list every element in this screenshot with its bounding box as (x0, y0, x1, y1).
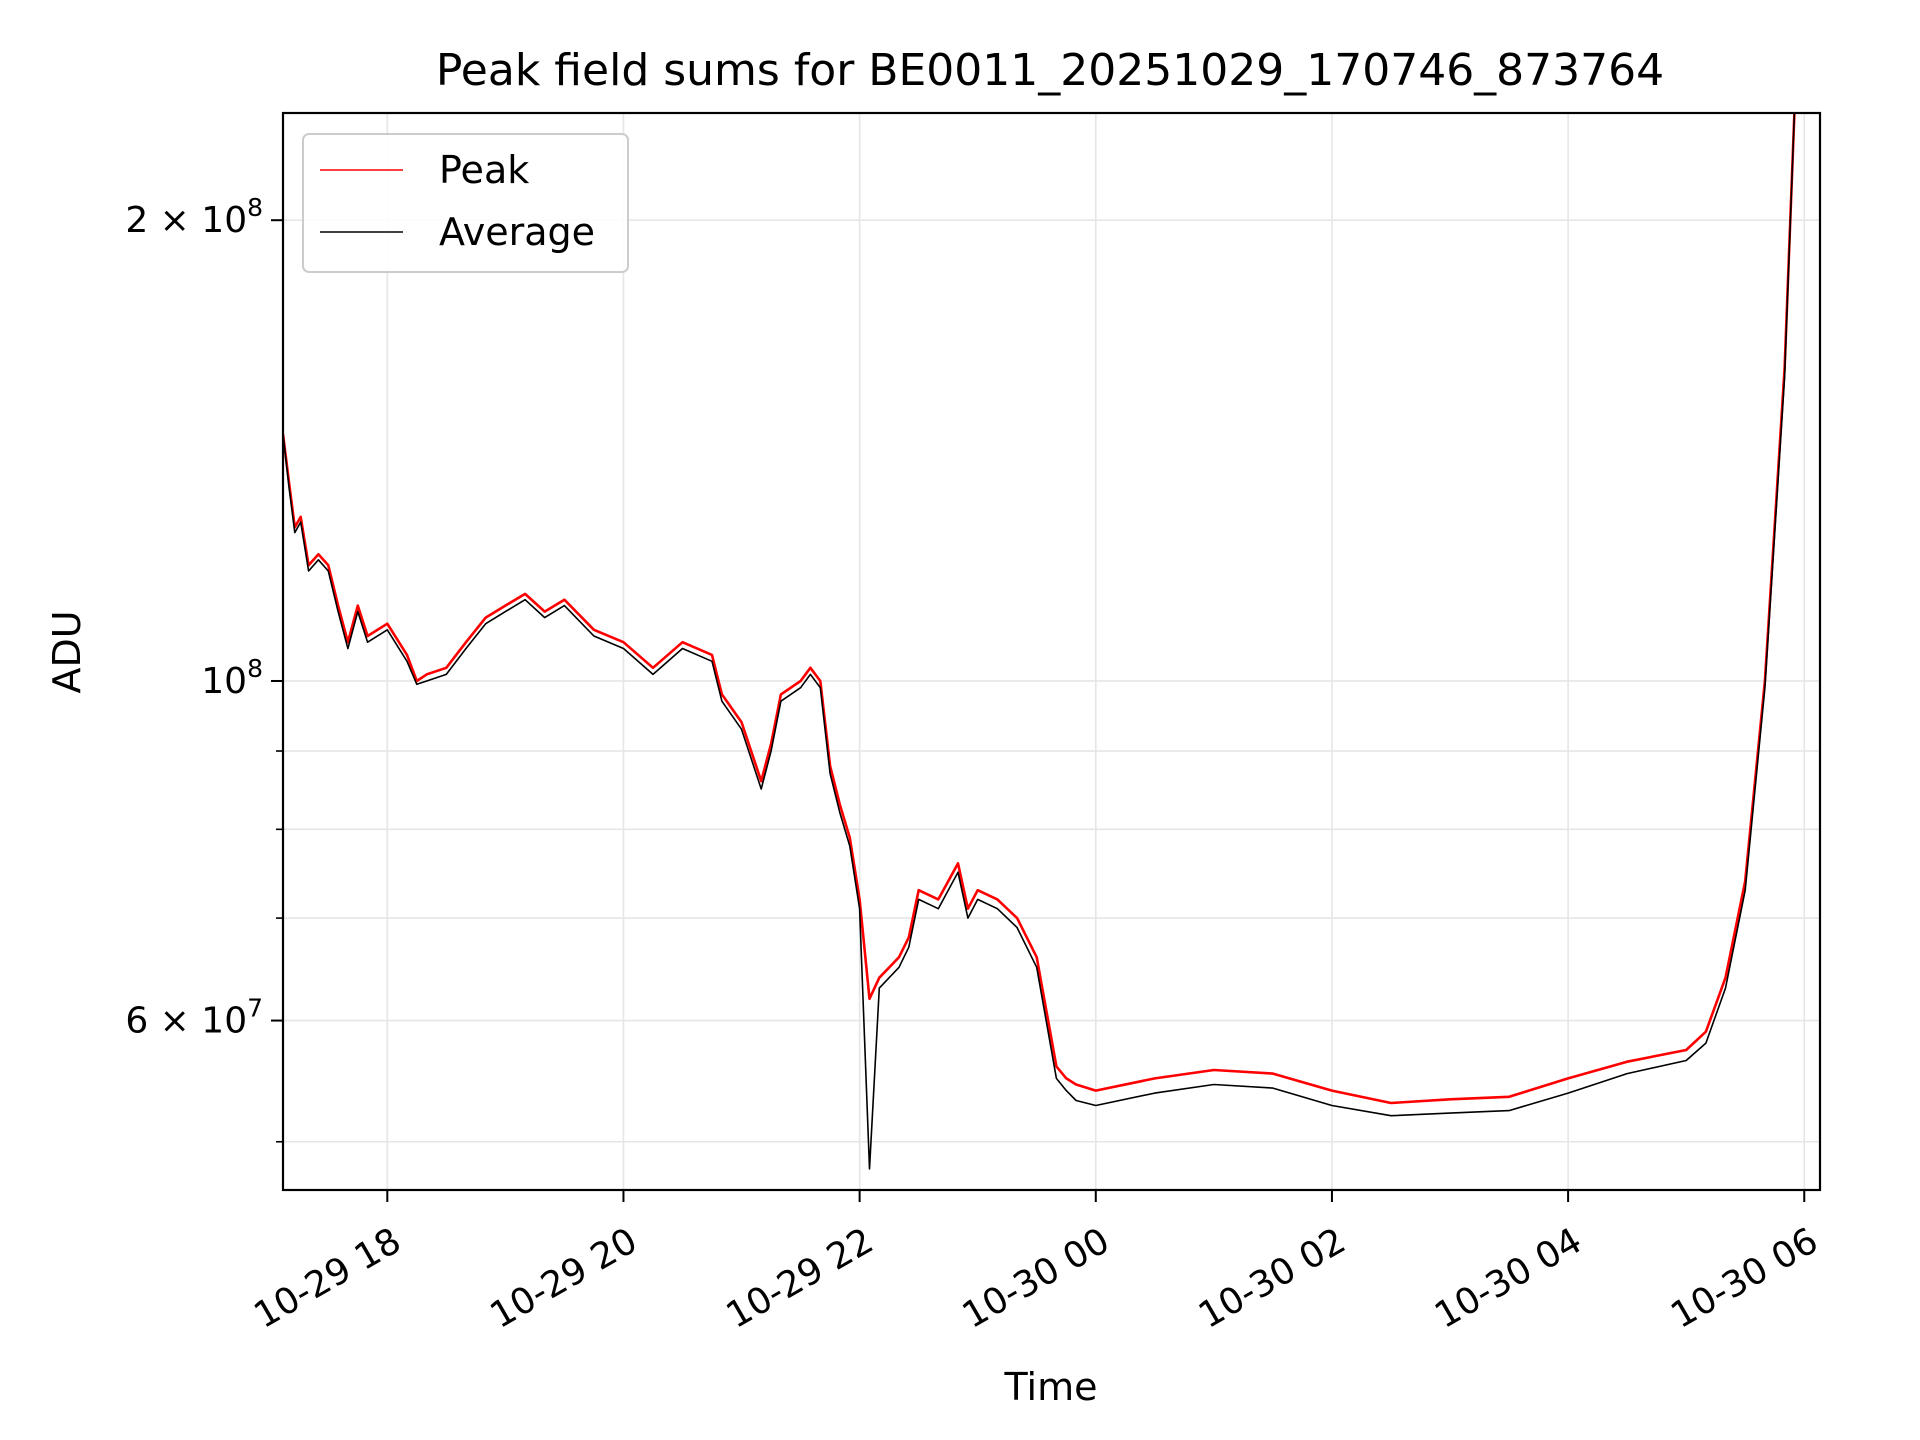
y-tick-label-base: 10 (201, 661, 247, 702)
y-tick-label-base: 6 × 10 (125, 1001, 247, 1042)
y-tick-label: 108 (201, 654, 263, 702)
series-line-peak (283, 113, 1796, 1105)
y-tick-label-exponent: 8 (247, 193, 263, 222)
y-tick-label-base: 2 × 10 (125, 200, 247, 241)
y-tick-label: 6 × 107 (125, 994, 263, 1042)
y-tick-label-exponent: 7 (247, 994, 263, 1023)
legend-label-average: Average (439, 210, 595, 254)
y-tick-label-exponent: 8 (247, 654, 263, 683)
chart-title: Peak field sums for BE0011_20251029_1707… (436, 45, 1664, 96)
series-line-average (283, 113, 1796, 1170)
grid (283, 113, 1820, 1190)
y-axis-label: ADU (45, 610, 89, 693)
y-tick-label: 2 × 108 (125, 193, 263, 241)
series-layer (283, 113, 1796, 1170)
plot-frame (281, 111, 1822, 1192)
legend-label-peak: Peak (439, 148, 529, 192)
x-axis-label: Time (1004, 1365, 1098, 1409)
legend: Peak Average (302, 133, 629, 273)
legend-box (302, 133, 629, 273)
